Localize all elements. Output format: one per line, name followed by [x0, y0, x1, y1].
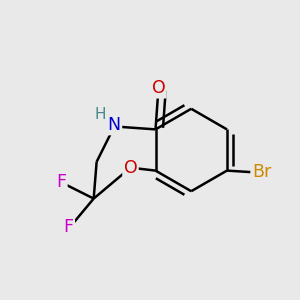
Text: O: O	[124, 159, 137, 177]
Text: Br: Br	[252, 163, 271, 181]
Text: F: F	[64, 218, 74, 236]
Text: H: H	[94, 107, 106, 122]
Text: F: F	[56, 173, 66, 191]
Text: N: N	[108, 116, 121, 134]
Text: O: O	[152, 79, 165, 97]
